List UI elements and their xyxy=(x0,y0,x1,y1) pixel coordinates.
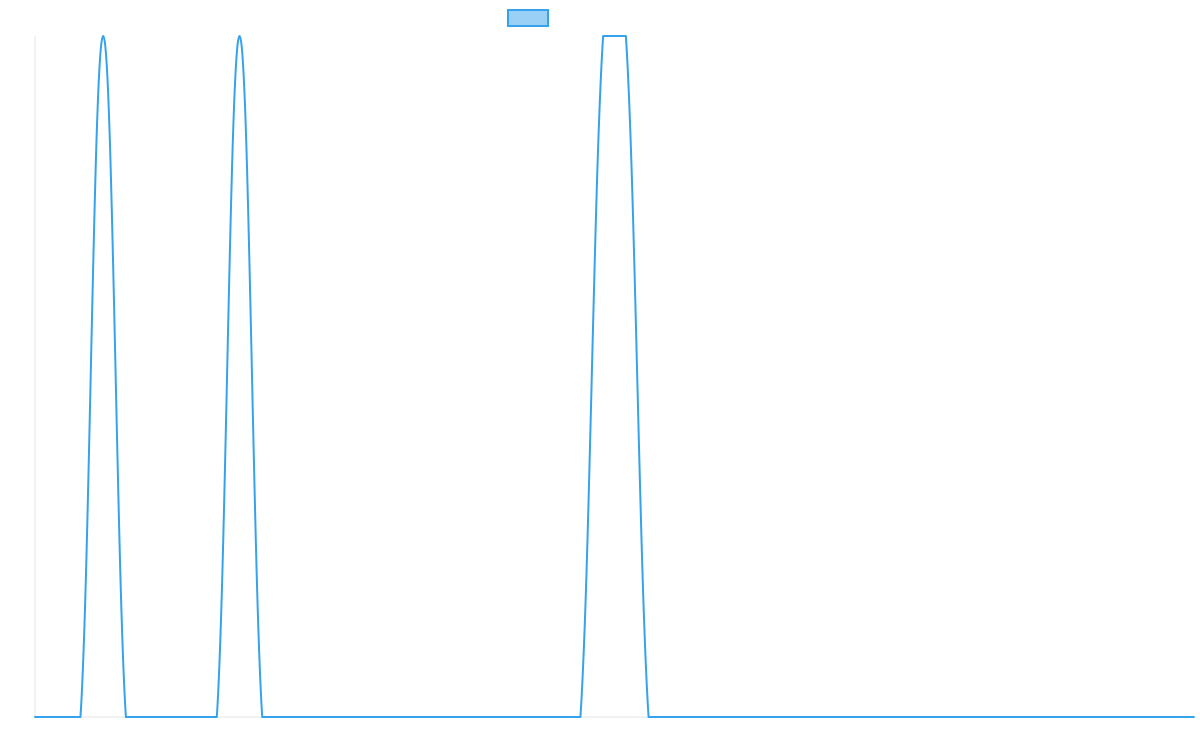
legend-swatch[interactable] xyxy=(507,9,549,27)
legend[interactable] xyxy=(507,9,549,27)
series-line-0 xyxy=(34,35,1195,719)
series-group xyxy=(34,35,1195,719)
